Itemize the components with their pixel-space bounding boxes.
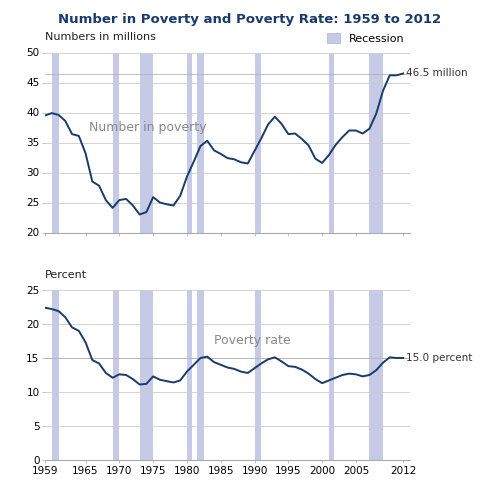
Text: Number in poverty: Number in poverty	[89, 120, 206, 134]
Bar	[112, 290, 119, 460]
Text: Numbers in millions: Numbers in millions	[45, 32, 156, 42]
Bar	[187, 52, 192, 233]
Bar	[52, 290, 59, 460]
Text: 15.0 percent: 15.0 percent	[406, 353, 472, 363]
Bar	[112, 52, 119, 233]
Bar	[197, 290, 204, 460]
Text: Poverty rate: Poverty rate	[214, 334, 290, 347]
Bar	[370, 290, 383, 460]
Legend: Recession: Recession	[326, 33, 404, 43]
Bar	[197, 52, 204, 233]
Bar	[254, 52, 262, 233]
Bar	[140, 290, 153, 460]
Bar	[329, 52, 334, 233]
Bar	[254, 290, 262, 460]
Bar	[370, 52, 383, 233]
Bar	[187, 290, 192, 460]
Bar	[140, 52, 153, 233]
Text: 46.5 million: 46.5 million	[406, 68, 468, 78]
Bar	[52, 52, 59, 233]
Bar	[329, 290, 334, 460]
Text: Number in Poverty and Poverty Rate: 1959 to 2012: Number in Poverty and Poverty Rate: 1959…	[58, 12, 442, 26]
Text: Percent: Percent	[45, 270, 87, 280]
